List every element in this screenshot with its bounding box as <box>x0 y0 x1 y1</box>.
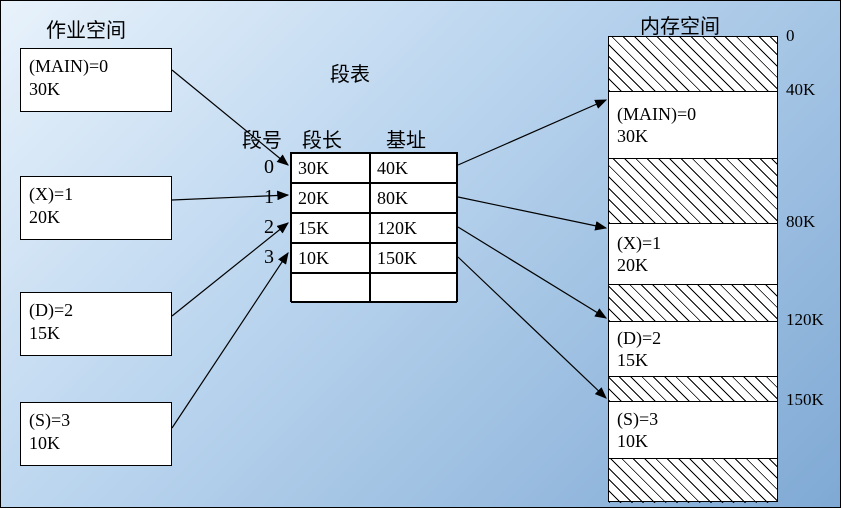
memory-column: (MAIN)=030K (X)=120K (D)=215K (S)=310K <box>608 36 778 502</box>
memory-address-tick: 0 <box>786 26 795 46</box>
segment-table-row: 30K40K <box>291 153 457 183</box>
segment-table-row <box>291 273 457 303</box>
memory-free-region <box>609 285 777 321</box>
memory-free-region <box>609 459 777 503</box>
memory-free-region <box>609 377 777 401</box>
job-name: (X)=1 <box>29 183 163 206</box>
segment-base-cell: 40K <box>370 153 457 183</box>
segment-table-row: 20K80K <box>291 183 457 213</box>
memory-address-tick: 120K <box>786 310 824 330</box>
segment-length-cell: 30K <box>291 153 370 183</box>
job-name: (MAIN)=0 <box>29 55 163 78</box>
memory-free-region <box>609 37 777 91</box>
segment-base-cell: 120K <box>370 213 457 243</box>
segment-number-header: 段号 <box>242 124 282 153</box>
segment-table-title: 段表 <box>330 58 370 87</box>
segment-length-cell: 20K <box>291 183 370 213</box>
segment-index: 0 <box>264 156 274 179</box>
memory-address-tick: 80K <box>786 212 815 232</box>
segment-base-cell <box>370 273 457 303</box>
job-size: 20K <box>29 206 163 229</box>
job-box: (MAIN)=030K <box>20 48 172 112</box>
memory-seg-size: 10K <box>617 430 648 453</box>
memory-seg-name: (MAIN)=0 <box>617 103 696 126</box>
memory-segment: (X)=120K <box>609 223 777 285</box>
segment-index: 3 <box>264 246 274 269</box>
job-box: (X)=120K <box>20 176 172 240</box>
memory-address-tick: 40K <box>786 80 815 100</box>
memory-space-title: 内存空间 <box>640 10 720 39</box>
memory-segment: (MAIN)=030K <box>609 91 777 159</box>
job-box: (D)=215K <box>20 292 172 356</box>
segment-index: 2 <box>264 216 274 239</box>
memory-seg-size: 15K <box>617 349 648 372</box>
segment-length-cell <box>291 273 370 303</box>
segment-index: 1 <box>264 186 274 209</box>
segment-table-row: 10K150K <box>291 243 457 273</box>
memory-free-region <box>609 159 777 223</box>
memory-seg-name: (X)=1 <box>617 232 661 255</box>
job-box: (S)=310K <box>20 402 172 466</box>
memory-seg-size: 20K <box>617 254 648 277</box>
segment-base-header: 基址 <box>386 124 426 153</box>
memory-segment: (S)=310K <box>609 401 777 459</box>
segment-length-cell: 15K <box>291 213 370 243</box>
segment-base-cell: 150K <box>370 243 457 273</box>
segment-length-header: 段长 <box>302 124 342 153</box>
job-size: 30K <box>29 78 163 101</box>
memory-seg-size: 30K <box>617 125 648 148</box>
job-size: 15K <box>29 322 163 345</box>
job-space-title: 作业空间 <box>46 14 126 43</box>
memory-address-tick: 150K <box>786 390 824 410</box>
segment-table: 30K40K20K80K15K120K10K150K <box>290 152 458 302</box>
memory-segment: (D)=215K <box>609 321 777 377</box>
segment-base-cell: 80K <box>370 183 457 213</box>
job-size: 10K <box>29 432 163 455</box>
job-name: (D)=2 <box>29 299 163 322</box>
segment-table-row: 15K120K <box>291 213 457 243</box>
memory-seg-name: (S)=3 <box>617 408 658 431</box>
segment-length-cell: 10K <box>291 243 370 273</box>
memory-seg-name: (D)=2 <box>617 327 661 350</box>
job-name: (S)=3 <box>29 409 163 432</box>
